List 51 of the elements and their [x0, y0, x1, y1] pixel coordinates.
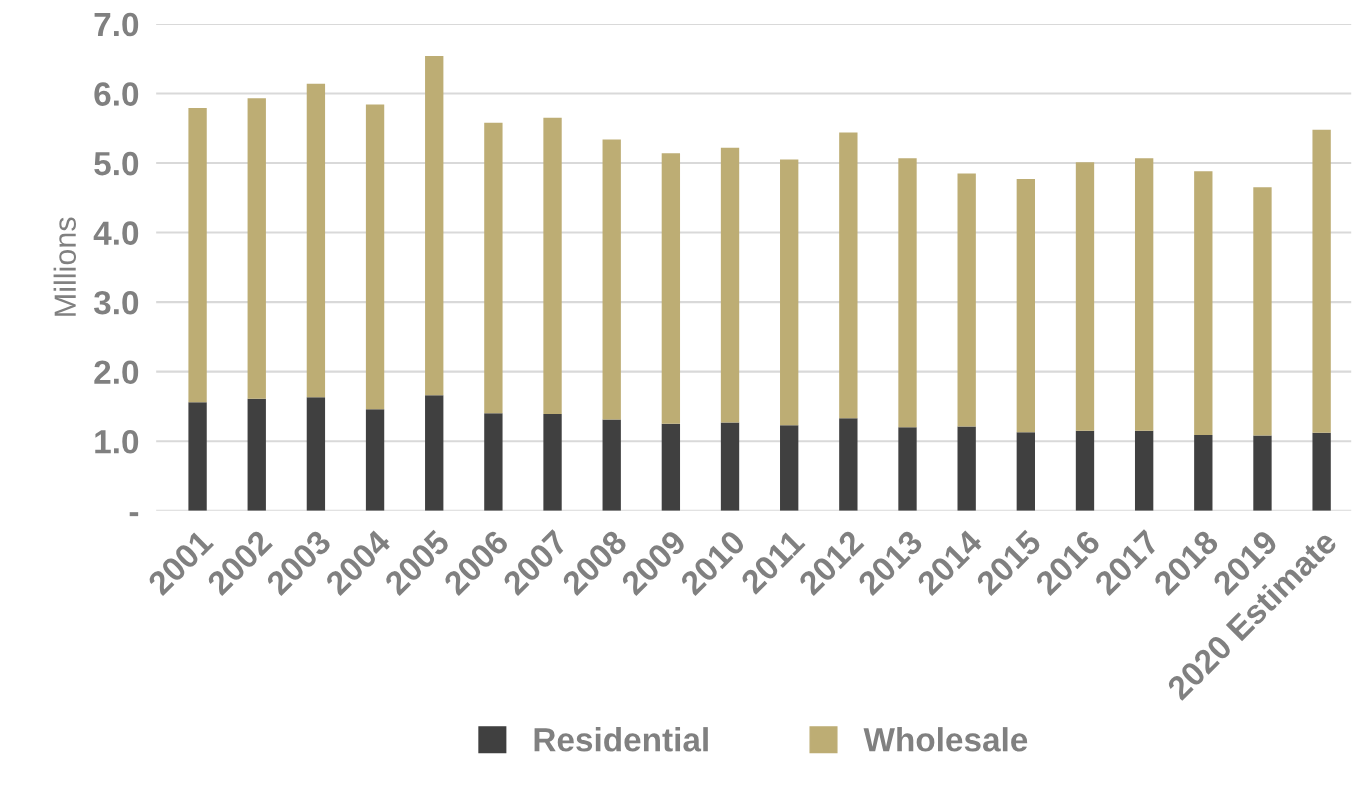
- bar: [1016, 432, 1035, 511]
- bar: [602, 419, 621, 511]
- bar: [898, 158, 917, 428]
- bar: [720, 422, 740, 511]
- bar: [365, 104, 385, 410]
- y-tick-label: 3.0: [93, 290, 139, 315]
- bar: [484, 122, 503, 414]
- bar: [839, 418, 858, 511]
- bar: [188, 402, 207, 511]
- y-tick-label: 1.0: [95, 429, 139, 454]
- bar: [720, 147, 740, 423]
- bar: [484, 413, 503, 511]
- bar: [898, 427, 917, 511]
- bar: [839, 132, 858, 419]
- y-tick-label: 2.0: [94, 360, 139, 385]
- bar: [247, 398, 266, 511]
- bar: [1253, 187, 1272, 436]
- y-tick-label: -: [129, 512, 139, 517]
- bar: [1253, 435, 1272, 511]
- bar: [543, 117, 562, 415]
- bar: [306, 397, 326, 511]
- bar: [661, 153, 681, 424]
- bar: [1134, 430, 1154, 511]
- bar: [780, 159, 799, 426]
- bar: [1075, 162, 1095, 431]
- legend-label: Wholesale: [863, 727, 1028, 752]
- bar: [1194, 434, 1213, 511]
- bar: [188, 108, 207, 403]
- bar: [602, 139, 621, 420]
- bar: [957, 426, 976, 511]
- bar: [365, 409, 385, 511]
- bar: [780, 425, 799, 511]
- bar: [957, 173, 976, 427]
- y-axis-title: Millions: [53, 217, 77, 316]
- bar: [1312, 432, 1331, 511]
- legend-label: Residential: [534, 727, 708, 752]
- y-tick-label: 7.0: [94, 12, 139, 37]
- bar: [306, 83, 326, 398]
- bar: [425, 395, 444, 511]
- bar: [1134, 158, 1154, 431]
- bar: [661, 423, 681, 511]
- bar: [247, 98, 266, 399]
- y-tick-label: 6.0: [94, 82, 139, 106]
- y-tick-label: 4.0: [93, 221, 139, 245]
- bar: [1194, 171, 1213, 435]
- y-tick-label: 5.0: [94, 151, 139, 176]
- bar: [425, 55, 444, 396]
- bar: [1016, 179, 1035, 433]
- bar: [543, 414, 562, 511]
- bar: [1312, 129, 1331, 433]
- bar: [1075, 430, 1095, 511]
